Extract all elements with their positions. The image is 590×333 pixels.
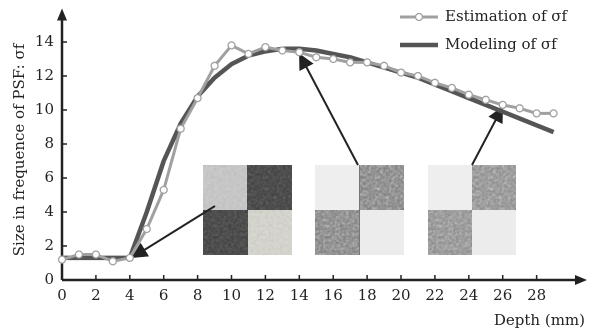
data-point	[550, 110, 557, 117]
inset-images	[133, 55, 516, 257]
data-point	[160, 186, 167, 193]
data-point	[364, 59, 371, 66]
x-axis-arrow	[575, 275, 587, 285]
data-point	[211, 62, 218, 69]
x-tick-label: 10	[222, 286, 241, 304]
data-point	[177, 125, 184, 132]
y-tick-label: 0	[44, 270, 54, 288]
data-point	[279, 47, 286, 54]
x-tick-label: 24	[459, 286, 478, 304]
x-tick-label: 14	[290, 286, 309, 304]
x-axis-label: Depth (mm)	[494, 311, 585, 329]
data-point	[262, 44, 269, 51]
x-tick-label: 22	[425, 286, 444, 304]
data-point	[228, 42, 235, 49]
y-tick-label: 2	[44, 236, 54, 254]
y-tick-label: 4	[44, 202, 54, 220]
data-point	[245, 50, 252, 57]
x-tick-label: 26	[493, 286, 512, 304]
data-point	[465, 91, 472, 98]
data-point	[381, 62, 388, 69]
y-tick-label: 10	[35, 100, 54, 118]
data-point	[109, 258, 116, 265]
data-point	[194, 95, 201, 102]
data-point	[347, 59, 354, 66]
legend-marker	[416, 14, 423, 21]
x-tick-label: 2	[91, 286, 101, 304]
x-tick-label: 8	[193, 286, 203, 304]
data-point	[516, 105, 523, 112]
y-axis-label: Size in frequence of PSF: σf	[10, 42, 28, 256]
y-axis-arrow	[57, 9, 67, 21]
data-point	[143, 226, 150, 233]
x-tick-label: 28	[527, 286, 546, 304]
data-point	[482, 96, 489, 103]
y-tick-label: 6	[44, 168, 54, 186]
data-point	[414, 73, 421, 80]
data-point	[499, 101, 506, 108]
legend-label: Estimation of σf	[445, 7, 569, 25]
x-tick-label: 0	[57, 286, 67, 304]
x-tick-label: 18	[358, 286, 377, 304]
y-tick-label: 14	[35, 32, 54, 50]
y-tick-label: 12	[35, 66, 54, 84]
data-point	[330, 56, 337, 63]
x-tick-label: 6	[159, 286, 169, 304]
legend-label: Modeling of σf	[445, 35, 558, 53]
chart: Depth (mm) Size in frequence of PSF: σf …	[0, 0, 590, 333]
data-point	[59, 256, 66, 263]
x-tick-label: 20	[391, 286, 410, 304]
x-tick-label: 4	[125, 286, 135, 304]
data-point	[448, 84, 455, 91]
x-tick-label: 16	[324, 286, 343, 304]
data-point	[431, 79, 438, 86]
x-tick-label: 12	[256, 286, 275, 304]
data-point	[398, 69, 405, 76]
y-tick-label: 8	[44, 134, 54, 152]
data-point	[313, 54, 320, 61]
data-point	[533, 110, 540, 117]
data-point	[126, 254, 133, 261]
data-point	[75, 251, 82, 258]
data-point	[296, 49, 303, 56]
data-point	[92, 251, 99, 258]
